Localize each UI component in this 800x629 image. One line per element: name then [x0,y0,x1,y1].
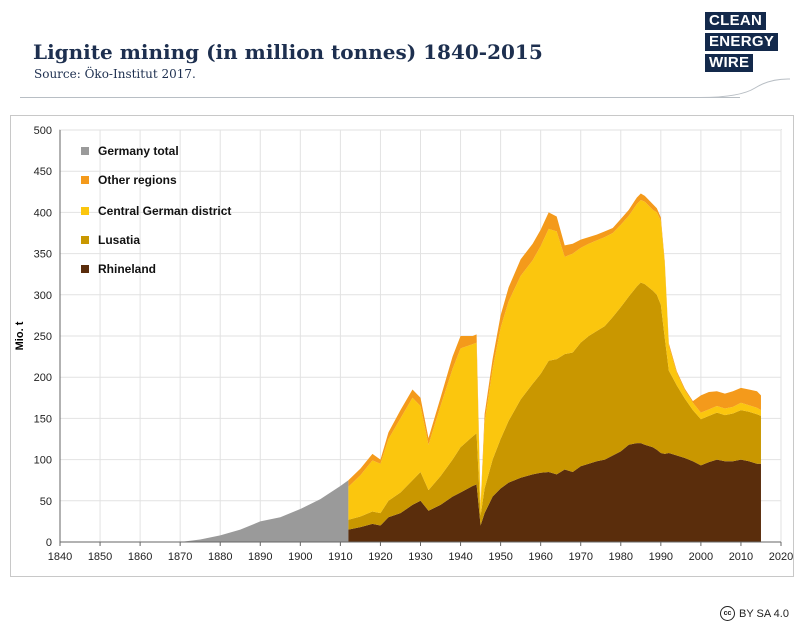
x-tick-label: 1960 [528,551,552,563]
x-tick-label: 1980 [609,551,633,563]
y-tick-label: 150 [34,413,52,425]
area-rhineland [348,443,761,542]
logo-word-energy: ENERGY [705,33,779,51]
axes: 0 50 100 150 200 250 300 350 400 450 500 1840 1850 18… [34,125,793,563]
x-tick-label: 1860 [128,551,152,563]
y-tick-label: 350 [34,249,52,261]
x-tick-label: 1990 [649,551,673,563]
legend-label-rhineland: Rhineland [98,262,156,276]
y-tick-label: 450 [34,166,52,178]
x-tick-label: 1910 [328,551,352,563]
x-tick-label: 2010 [729,551,753,563]
x-tick-label: 1870 [168,551,192,563]
x-tick-label: 1950 [488,551,512,563]
header-divider [20,97,740,98]
legend-label-lusatia: Lusatia [98,233,140,247]
x-tick-label: 1880 [208,551,232,563]
legend-swatch-other-regions [81,176,89,184]
header-divider-curve [700,78,790,98]
license-text: BY SA 4.0 [739,607,789,620]
legend-swatch-central-german-district [81,207,89,215]
stacked-areas [180,193,761,542]
x-tick-label: 1940 [448,551,472,563]
legend-swatch-germany-total [81,147,89,155]
creative-commons-icon: cc [720,606,735,621]
legend-label-germany-total: Germany total [98,144,179,158]
y-tick-label: 400 [34,207,52,219]
x-tick-label: 2000 [689,551,713,563]
x-tick-label: 1970 [568,551,592,563]
legend-label-central-german-district: Central German district [98,204,231,218]
legend-swatch-lusatia [81,236,89,244]
y-tick-label: 0 [46,537,52,549]
x-tick-label: 1850 [88,551,112,563]
area-lusatia [348,282,761,530]
logo-word-clean: CLEAN [705,12,767,30]
x-tick-label: 1840 [48,551,72,563]
x-tick-label: 1900 [288,551,312,563]
logo-word-wire: WIRE [705,54,754,72]
y-tick-label: 200 [34,372,52,384]
clean-energy-wire-logo[interactable]: CLEAN ENERGY WIRE [705,12,779,75]
source-note: Source: Öko-Institut 2017. [34,67,196,81]
chart-frame: 0 50 100 150 200 250 300 350 400 450 500 1840 1850 18… [10,115,794,577]
legend: Germany total Other regions Central German… [81,144,231,276]
page-title: Lignite mining (in million tonnes) 1840-… [33,40,543,64]
y-tick-label: 500 [34,125,52,137]
x-tick-label: 1890 [248,551,272,563]
y-tick-label: 250 [34,331,52,343]
x-tick-label: 2020 [769,551,793,563]
y-tick-label: 100 [34,455,52,467]
lignite-mining-chart: 0 50 100 150 200 250 300 350 400 450 500 1840 1850 18… [14,125,793,563]
legend-swatch-rhineland [81,265,89,273]
area-germany-total [180,480,349,542]
area-central-german-district [348,200,761,520]
y-tick-label: 300 [34,290,52,302]
x-tick-label: 1920 [368,551,392,563]
legend-label-other-regions: Other regions [98,173,177,187]
header: Lignite mining (in million tonnes) 1840-… [0,0,800,100]
y-tick-label: 50 [40,496,52,508]
license-badge[interactable]: cc BY SA 4.0 [720,606,789,621]
y-axis-label: Mio. t [14,321,26,350]
x-tick-label: 1930 [408,551,432,563]
